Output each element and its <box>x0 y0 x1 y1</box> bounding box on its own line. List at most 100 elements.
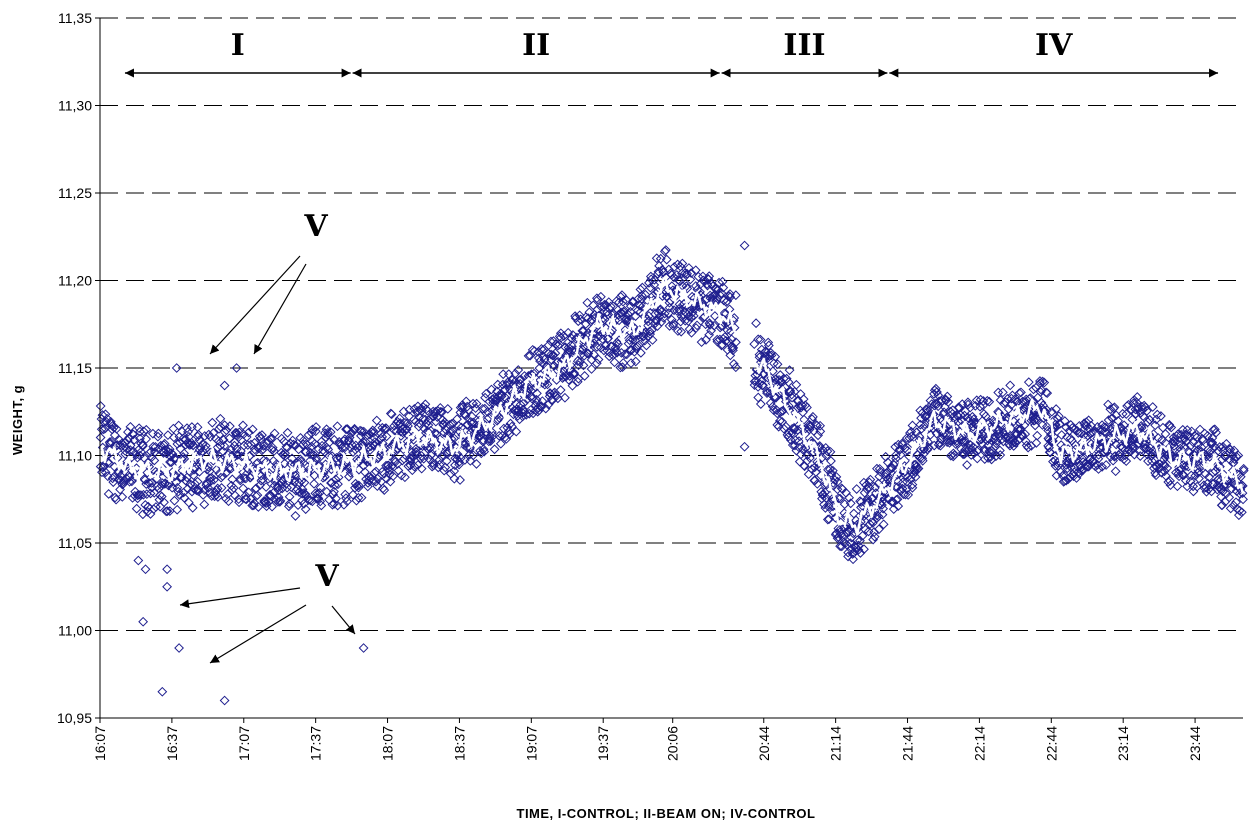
data-point <box>690 281 701 291</box>
data-point <box>1189 430 1200 441</box>
data-point <box>739 441 750 452</box>
data-point <box>621 295 632 306</box>
data-point <box>832 476 843 487</box>
data-point <box>386 409 397 420</box>
data-point <box>718 282 729 293</box>
data-point <box>695 279 706 289</box>
data-point <box>102 471 113 482</box>
data-point <box>137 441 148 451</box>
data-point <box>730 290 741 301</box>
data-point <box>1155 463 1165 473</box>
data-point <box>279 458 290 469</box>
data-point <box>299 477 310 488</box>
data-point <box>498 423 509 434</box>
data-point <box>1224 492 1235 503</box>
data-point <box>791 379 802 390</box>
y-tick-label: 11,05 <box>58 535 92 551</box>
data-point <box>814 441 825 451</box>
data-point <box>555 332 566 343</box>
data-point <box>1051 421 1062 432</box>
data-point <box>1198 435 1208 446</box>
data-point <box>848 554 858 565</box>
data-point <box>269 428 280 439</box>
data-point <box>781 373 792 384</box>
data-point <box>1065 433 1076 444</box>
data-point <box>1159 466 1170 477</box>
data-point <box>511 426 522 437</box>
data-point <box>676 326 687 337</box>
data-point <box>371 438 381 449</box>
data-point <box>1012 424 1023 435</box>
data-point <box>1177 424 1188 435</box>
data-point <box>957 436 968 447</box>
data-point <box>923 442 934 453</box>
data-point <box>127 429 138 439</box>
data-point <box>252 490 263 501</box>
data-point <box>273 496 283 507</box>
data-point <box>641 340 652 351</box>
data-point <box>999 430 1010 440</box>
data-point <box>945 450 956 461</box>
data-point <box>1032 430 1043 441</box>
data-point <box>1209 424 1220 435</box>
data-point <box>515 399 526 410</box>
data-point <box>967 411 978 422</box>
data-point <box>1121 456 1132 466</box>
data-point <box>802 402 812 413</box>
data-point <box>1238 494 1248 505</box>
data-point <box>358 460 369 471</box>
data-point <box>273 492 284 503</box>
data-point <box>888 497 899 508</box>
data-point <box>422 405 433 416</box>
data-point <box>901 484 912 495</box>
data-point <box>753 334 764 345</box>
data-point <box>133 555 144 566</box>
data-point <box>179 453 190 464</box>
data-point <box>95 461 106 472</box>
data-point <box>907 420 918 431</box>
data-point <box>389 455 400 466</box>
data-point <box>505 378 515 389</box>
data-point <box>1103 415 1114 426</box>
data-point <box>100 467 111 478</box>
data-point <box>1235 471 1246 482</box>
data-point <box>300 488 311 499</box>
outlier-arrow <box>209 255 301 355</box>
data-point <box>615 308 626 318</box>
data-point <box>615 362 626 373</box>
data-point <box>869 527 880 537</box>
data-point <box>827 465 838 476</box>
data-point <box>959 436 970 447</box>
data-point <box>842 527 852 538</box>
data-point <box>138 426 149 437</box>
data-point <box>1165 480 1176 491</box>
data-point <box>820 503 831 513</box>
data-point <box>635 347 646 358</box>
data-point <box>655 253 666 264</box>
data-point <box>1127 444 1138 455</box>
data-point <box>241 494 252 505</box>
data-point <box>868 534 879 545</box>
data-point <box>306 441 317 452</box>
data-point <box>149 455 160 466</box>
data-point <box>205 431 216 442</box>
data-point <box>206 491 217 501</box>
data-point <box>363 475 374 486</box>
data-point <box>1104 437 1115 448</box>
data-point <box>191 485 202 496</box>
data-point <box>727 345 738 356</box>
data-point <box>140 564 151 575</box>
data-point <box>453 420 464 431</box>
data-point <box>993 424 1004 435</box>
data-point <box>555 385 566 395</box>
data-point <box>298 439 309 450</box>
data-point <box>1085 459 1095 469</box>
data-point <box>1225 503 1236 514</box>
x-axis-title: TIME, I-CONTROL; II-BEAM ON; IV-CONTROL <box>517 806 816 821</box>
data-point <box>933 390 944 401</box>
data-point <box>361 454 372 465</box>
data-point <box>267 442 278 453</box>
data-point <box>182 423 192 434</box>
data-point <box>903 490 914 500</box>
data-point <box>1000 397 1011 408</box>
